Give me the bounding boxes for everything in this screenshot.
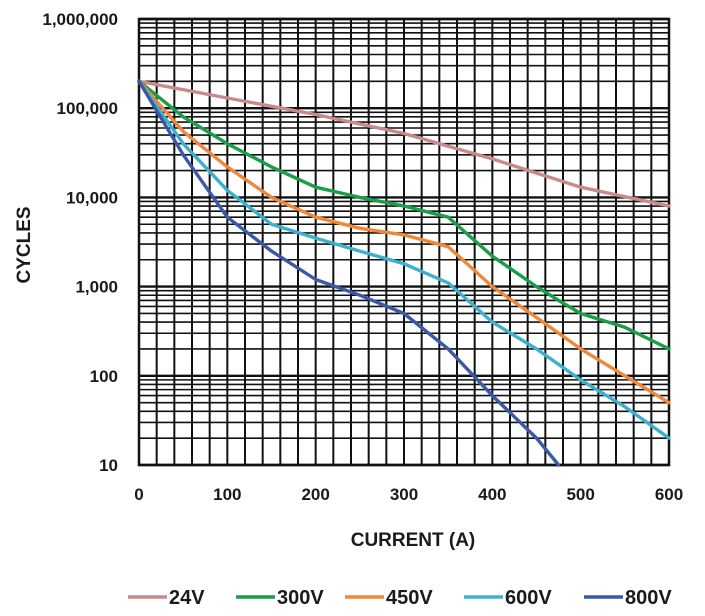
x-tick-label: 0 bbox=[134, 485, 143, 504]
y-tick-label: 100,000 bbox=[57, 99, 118, 118]
series-line-600v bbox=[137, 79, 671, 440]
legend-label-800v: 800V bbox=[625, 587, 672, 609]
legend-label-24v: 24V bbox=[169, 587, 205, 609]
y-tick-label: 10,000 bbox=[66, 188, 118, 207]
series-line-300v bbox=[137, 79, 671, 351]
x-axis-tick-labels: 0 100 200 300 400 500 600 bbox=[134, 485, 683, 504]
series-line-450v bbox=[137, 79, 671, 405]
x-tick-label: 200 bbox=[301, 485, 329, 504]
y-axis-title: CYCLES bbox=[14, 206, 35, 283]
series-lines bbox=[137, 79, 671, 467]
legend: 24V 300V 450V 600V 800V bbox=[128, 587, 672, 609]
grid-lines bbox=[137, 17, 671, 467]
y-axis-tick-labels: 10 100 1,000 10,000 100,000 1,000,000 bbox=[42, 10, 118, 475]
y-tick-label: 10 bbox=[99, 456, 118, 475]
y-tick-label: 100 bbox=[90, 367, 118, 386]
legend-label-300v: 300V bbox=[277, 587, 324, 609]
legend-label-450v: 450V bbox=[386, 587, 433, 609]
x-tick-label: 500 bbox=[566, 485, 594, 504]
y-tick-label: 1,000,000 bbox=[42, 10, 118, 29]
x-tick-label: 400 bbox=[478, 485, 506, 504]
x-tick-label: 100 bbox=[213, 485, 241, 504]
y-tick-label: 1,000 bbox=[75, 278, 118, 297]
x-tick-label: 600 bbox=[655, 485, 683, 504]
legend-label-600v: 600V bbox=[505, 587, 552, 609]
series-line-24v bbox=[137, 79, 671, 208]
x-tick-label: 300 bbox=[390, 485, 418, 504]
plot-frame bbox=[137, 17, 671, 467]
series-line-800v bbox=[137, 79, 561, 467]
x-axis-title: CURRENT (A) bbox=[351, 530, 476, 551]
